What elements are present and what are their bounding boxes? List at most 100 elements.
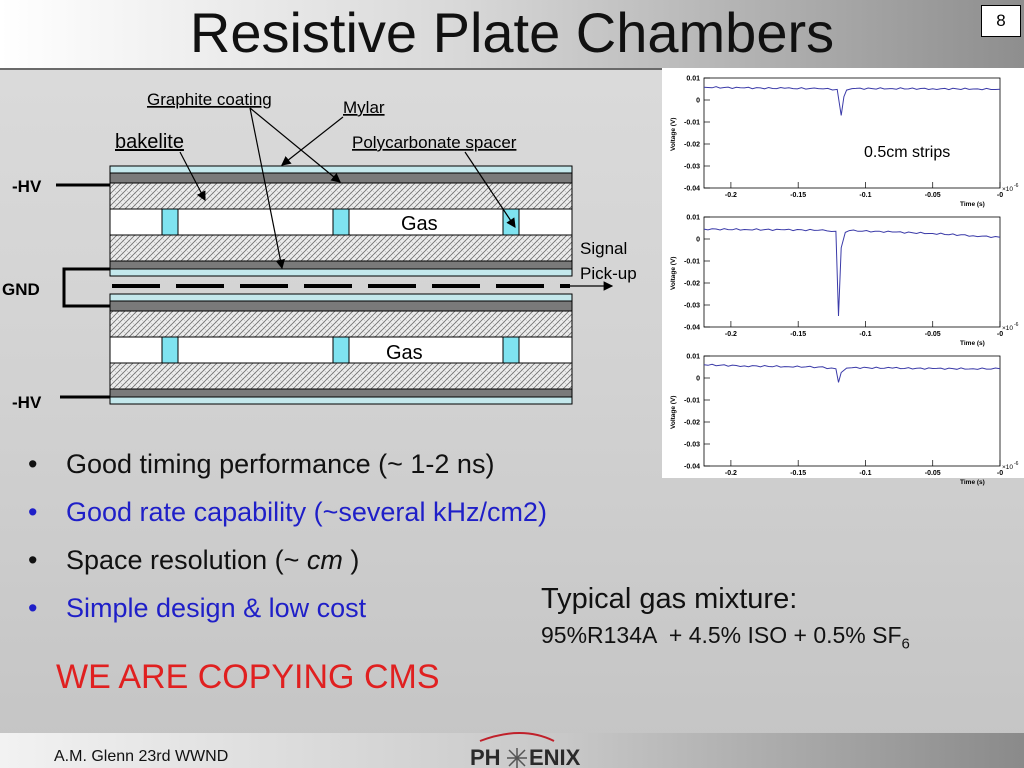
- plot-frame: [703, 355, 1001, 467]
- y-tick-label: -0.01: [684, 120, 700, 127]
- logo-text-right: ENIX: [529, 745, 581, 768]
- y-tick-label: -0.02: [684, 420, 700, 427]
- y-tick-label: -0.03: [684, 164, 700, 171]
- title-bar: [0, 0, 1024, 70]
- hv-bottom-label: -HV: [12, 393, 42, 412]
- bullet-marker: •: [28, 545, 38, 575]
- y-tick-label: -0.03: [684, 442, 700, 449]
- bakelite-plate: [109, 310, 573, 338]
- y-tick-label: -0.01: [684, 259, 700, 266]
- x-tick-label: -0.1: [859, 331, 871, 338]
- spacer: [332, 336, 350, 364]
- plot-frame: [703, 77, 1001, 189]
- waveform-trace: [703, 86, 1001, 116]
- graphite-label: Graphite coating: [147, 90, 272, 109]
- signal-label: Signal: [580, 239, 627, 258]
- spacer: [332, 208, 350, 236]
- waveform-trace: [703, 363, 1001, 383]
- mylar-pointer: [281, 116, 344, 166]
- x-axis-label: Time (s): [960, 340, 985, 347]
- x-exponent-label: ×10: [1002, 186, 1013, 193]
- graphite-pointer: [249, 107, 286, 270]
- feature-list: • Good timing performance (~ 1-2 ns) • Goo…: [28, 440, 547, 632]
- strips-label: 0.5cm strips: [864, 144, 951, 161]
- waveform-plots-panel: 0.01 0 -0.01 -0.02 -0.03 -0.04 -0.2 -0.15 -0.1 -0…: [662, 68, 1024, 486]
- bullet-rate: • Good rate capability (~several kHz/cm2): [28, 488, 547, 536]
- gas-label-bottom: Gas: [386, 342, 423, 364]
- graphite-layer: [109, 260, 573, 270]
- waveform-plot: 0.01 0 -0.01 -0.02 -0.03 -0.04 -0.2 -0.15 -0.1 -0…: [670, 215, 1019, 348]
- x-tick-label: -0.15: [790, 331, 806, 338]
- mylar-layer: [109, 396, 573, 405]
- y-axis-label: Voltage (V): [670, 118, 677, 151]
- x-tick-label: -0.15: [790, 470, 806, 477]
- x-exponent-power: -6: [1014, 183, 1019, 189]
- x-tick-label: -0.05: [925, 192, 941, 199]
- gas-label-top: Gas: [401, 213, 438, 235]
- x-tick-label: -0.05: [925, 331, 941, 338]
- x-tick-label: -0.15: [790, 192, 806, 199]
- bakelite-plate: [109, 362, 573, 390]
- logo-text-left: PH: [470, 745, 501, 768]
- y-axis-label: Voltage (V): [670, 396, 677, 429]
- spacer: [161, 208, 179, 236]
- x-exponent-power: -6: [1014, 322, 1019, 328]
- copying-cms-note: WE ARE COPYING CMS: [56, 658, 440, 696]
- bakelite-label: bakelite: [115, 131, 184, 153]
- y-axis-label: Voltage (V): [670, 257, 677, 290]
- x-exponent-label: ×10: [1002, 464, 1013, 471]
- mylar-layer: [109, 268, 573, 277]
- hv-top-label: -HV: [12, 177, 42, 196]
- footer-author: A.M. Glenn 23rd WWND: [54, 748, 229, 765]
- x-tick-label: -0.1: [859, 192, 871, 199]
- x-tick-label: -0.2: [725, 331, 737, 338]
- x-exponent-label: ×10: [1002, 325, 1013, 332]
- gnd-wire: [62, 267, 110, 308]
- gas-mixture-value: 95%R134A + 4.5% ISO + 0.5% SF6: [541, 622, 910, 653]
- x-tick-label: -0.1: [859, 470, 871, 477]
- spacer-label: Polycarbonate spacer: [352, 133, 517, 152]
- x-axis-label: Time (s): [960, 479, 985, 486]
- slide-number: 8: [981, 5, 1021, 37]
- y-tick-label: -0.02: [684, 142, 700, 149]
- x-tick-label: -0: [997, 192, 1003, 199]
- mylar-label: Mylar: [343, 98, 385, 117]
- x-tick-label: -0.05: [925, 470, 941, 477]
- y-tick-label: 0.01: [686, 76, 700, 83]
- bakelite-plate: [109, 234, 573, 262]
- graphite-layer: [109, 300, 573, 312]
- mylar-layer: [109, 165, 573, 174]
- y-tick-label: 0: [696, 237, 700, 244]
- waveform-plot: 0.01 0 -0.01 -0.02 -0.03 -0.04 -0.2 -0.15 -0.1 -0…: [670, 354, 1019, 487]
- bakelite-plate: [109, 182, 573, 210]
- graphite-layer: [109, 172, 573, 184]
- rpc-diagram: -HV GND -HV Graphite coating Mylar bakel…: [2, 90, 637, 412]
- x-exponent-power: -6: [1014, 461, 1019, 467]
- y-tick-label: 0: [696, 98, 700, 105]
- gas-mixture-title: Typical gas mixture:: [541, 583, 798, 615]
- pickup-label: Pick-up: [580, 264, 637, 283]
- spacer-pointer: [464, 151, 516, 228]
- top-chamber: [109, 165, 573, 277]
- bullet-marker: •: [28, 449, 38, 479]
- x-tick-label: -0: [997, 470, 1003, 477]
- x-tick-label: -0.2: [725, 192, 737, 199]
- y-tick-label: -0.04: [684, 325, 700, 332]
- y-tick-label: 0.01: [686, 354, 700, 361]
- bullet-timing: • Good timing performance (~ 1-2 ns): [28, 440, 547, 488]
- x-axis-label: Time (s): [960, 201, 985, 208]
- graphite-pointer: [249, 107, 341, 183]
- phenix-logo: PH ENIX: [470, 732, 581, 768]
- logo-star-icon: [507, 748, 527, 768]
- graphite-layer: [109, 388, 573, 398]
- y-tick-label: 0: [696, 376, 700, 383]
- slide-title: Resistive Plate Chambers: [189, 1, 835, 64]
- waveform-trace: [703, 228, 1001, 317]
- bakelite-pointer: [179, 151, 206, 202]
- x-tick-label: -0.2: [725, 470, 737, 477]
- y-tick-label: 0.01: [686, 215, 700, 222]
- gnd-label: GND: [2, 280, 40, 299]
- spacer: [502, 336, 520, 364]
- bullet-resolution: • Space resolution (~ cm ): [28, 536, 547, 584]
- bullet-marker: •: [28, 593, 38, 623]
